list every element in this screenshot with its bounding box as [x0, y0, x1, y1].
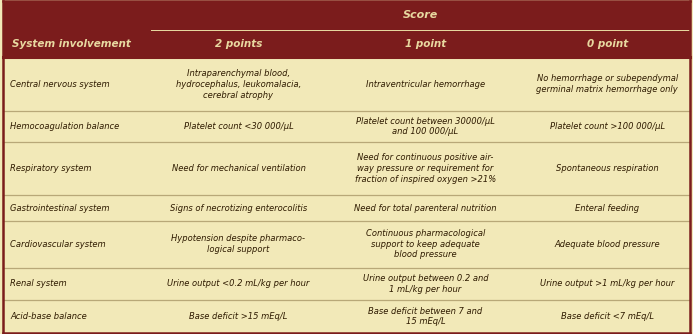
Text: No hemorrhage or subependymal
germinal matrix hemorrhage only: No hemorrhage or subependymal germinal m… [536, 74, 678, 94]
Text: Base deficit >15 mEq/L: Base deficit >15 mEq/L [189, 312, 288, 321]
Bar [3, 30, 690, 57]
Text: Intraparenchymal blood,
hydrocephalus, leukomalacia,
cerebral atrophy: Intraparenchymal blood, hydrocephalus, l… [176, 69, 301, 100]
Text: Renal system: Renal system [10, 279, 67, 288]
Bar [3, 1, 151, 30]
Text: Acid-base balance: Acid-base balance [10, 312, 87, 321]
Text: Enteral feeding: Enteral feeding [575, 203, 639, 212]
Text: Platelet count between 30000/μL
and 100 000/μL: Platelet count between 30000/μL and 100 … [356, 117, 495, 136]
Text: Adequate blood pressure: Adequate blood pressure [554, 240, 660, 249]
Text: Base deficit between 7 and
15 mEq/L: Base deficit between 7 and 15 mEq/L [368, 307, 482, 326]
Text: 1 point: 1 point [405, 39, 446, 49]
Text: Need for continuous positive air-
way pressure or requirement for
fraction of in: Need for continuous positive air- way pr… [355, 153, 496, 184]
Text: Cardiovascular system: Cardiovascular system [10, 240, 106, 249]
Text: Base deficit <7 mEq/L: Base deficit <7 mEq/L [561, 312, 653, 321]
Text: Need for total parenteral nutrition: Need for total parenteral nutrition [354, 203, 497, 212]
Text: Signs of necrotizing enterocolitis: Signs of necrotizing enterocolitis [170, 203, 307, 212]
Text: Urine output >1 mL/kg per hour: Urine output >1 mL/kg per hour [540, 279, 674, 288]
Text: Score: Score [403, 10, 438, 20]
Text: Platelet count >100 000/μL: Platelet count >100 000/μL [550, 122, 665, 131]
Text: Need for mechanical ventilation: Need for mechanical ventilation [171, 164, 306, 173]
Text: Urine output between 0.2 and
1 mL/kg per hour: Urine output between 0.2 and 1 mL/kg per… [362, 274, 488, 294]
Text: Platelet count <30 000/μL: Platelet count <30 000/μL [184, 122, 293, 131]
Text: System involvement: System involvement [12, 39, 131, 49]
Text: Spontaneous respiration: Spontaneous respiration [556, 164, 658, 173]
Text: Hemocoagulation balance: Hemocoagulation balance [10, 122, 120, 131]
Text: Hypotension despite pharmaco-
logical support: Hypotension despite pharmaco- logical su… [171, 234, 306, 254]
Text: Intraventricular hemorrhage: Intraventricular hemorrhage [366, 80, 485, 89]
Bar [151, 1, 690, 30]
Text: 2 points: 2 points [215, 39, 262, 49]
Text: Central nervous system: Central nervous system [10, 80, 110, 89]
Text: Continuous pharmacological
support to keep adequate
blood pressure: Continuous pharmacological support to ke… [366, 229, 485, 260]
Text: Respiratory system: Respiratory system [10, 164, 92, 173]
Text: 0 point: 0 point [586, 39, 628, 49]
Text: Urine output <0.2 mL/kg per hour: Urine output <0.2 mL/kg per hour [167, 279, 310, 288]
Text: Gastrointestinal system: Gastrointestinal system [10, 203, 110, 212]
